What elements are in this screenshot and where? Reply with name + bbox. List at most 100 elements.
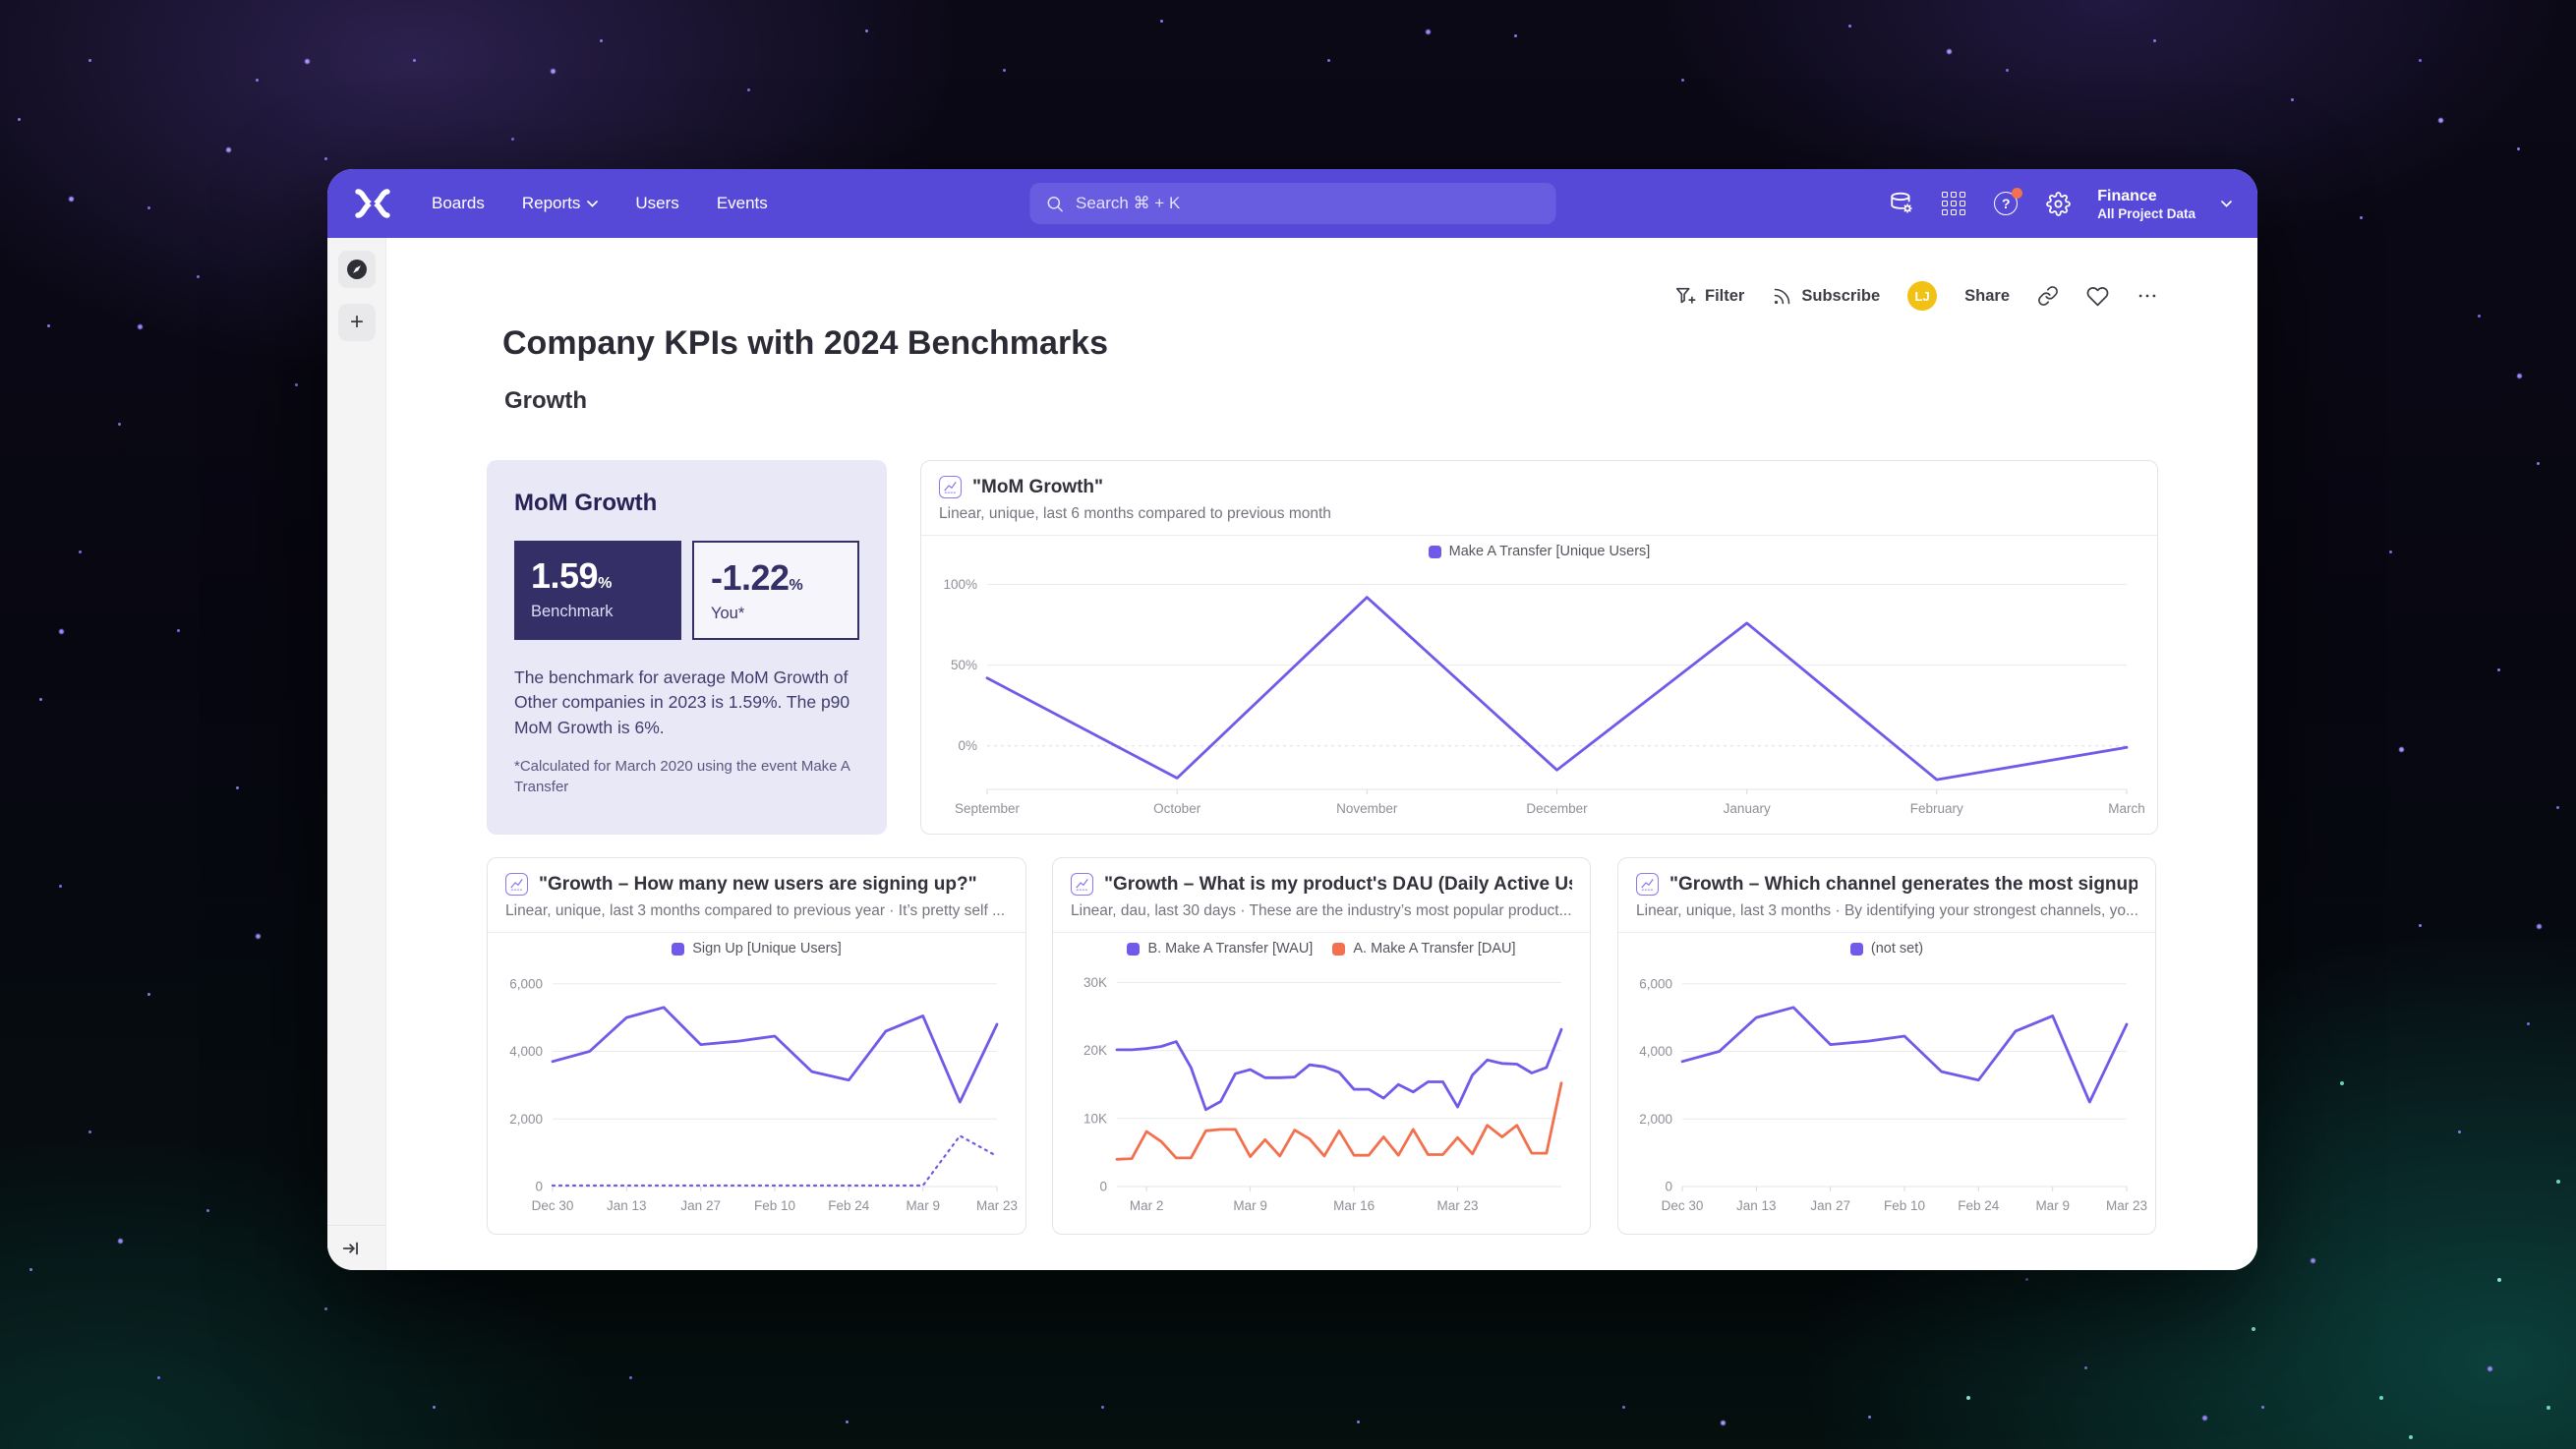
line-chart[interactable]: 30K 20K 10K 0 Mar 2 Mar 9 Mar 16 Mar 23 — [1064, 956, 1579, 1220]
project-scope: All Project Data — [2097, 205, 2195, 221]
svg-text:4,000: 4,000 — [509, 1044, 543, 1059]
subscribe-button[interactable]: Subscribe — [1772, 286, 1880, 307]
starfield-purple — [0, 0, 3, 3]
svg-text:0: 0 — [1099, 1180, 1107, 1194]
legend-item[interactable]: Make A Transfer [Unique Users] — [1428, 544, 1650, 559]
svg-text:0: 0 — [1665, 1180, 1672, 1194]
chart-header: "Growth – What is my product's DAU (Dail… — [1053, 858, 1590, 933]
svg-text:Dec 30: Dec 30 — [1662, 1198, 1704, 1213]
chart-legend: Sign Up [Unique Users] — [488, 933, 1025, 956]
svg-text:Jan 27: Jan 27 — [1810, 1198, 1850, 1213]
chart-title[interactable]: "Growth – How many new users are signing… — [539, 873, 977, 895]
nav-item-reports[interactable]: Reports — [522, 194, 599, 213]
svg-text:Mar 23: Mar 23 — [975, 1198, 1017, 1213]
chart-title[interactable]: "Growth – Which channel generates the mo… — [1669, 873, 2137, 895]
svg-text:Mar 9: Mar 9 — [906, 1198, 940, 1213]
legend-item[interactable]: B. Make A Transfer [WAU] — [1127, 941, 1313, 956]
you-value-box: -1.22% You* — [691, 541, 859, 640]
chart-header: "Growth – Which channel generates the mo… — [1618, 858, 2155, 933]
svg-text:December: December — [1526, 801, 1588, 816]
chart-card-new-users: "Growth – How many new users are signing… — [487, 857, 1026, 1235]
chart-legend: Make A Transfer [Unique Users] — [921, 536, 2157, 559]
benchmark-value: 1.59 — [531, 555, 599, 596]
svg-text:Mar 23: Mar 23 — [1436, 1198, 1478, 1213]
you-label: You* — [710, 605, 745, 622]
board-toolbar: Filter Subscribe LJ Share — [1674, 281, 2158, 311]
search-placeholder: Search ⌘ + K — [1076, 194, 1181, 212]
starfield-bright — [0, 0, 5, 5]
legend-item[interactable]: (not set) — [1849, 941, 1923, 956]
line-chart[interactable]: 100% 50% 0% September October November Decembe… — [934, 559, 2144, 823]
more-options-button[interactable] — [2137, 285, 2158, 307]
rss-icon — [1775, 288, 1790, 304]
navbar-right: ? Finance All Project Data — [1889, 187, 2232, 221]
chart-title[interactable]: "MoM Growth" — [972, 476, 1104, 497]
compass-icon — [347, 260, 367, 279]
nav-item-boards[interactable]: Boards — [432, 194, 485, 212]
legend-item[interactable]: Sign Up [Unique Users] — [672, 941, 842, 956]
plus-icon: + — [349, 309, 364, 335]
notification-badge — [2012, 188, 2023, 199]
filter-funnel-icon — [1675, 287, 1696, 304]
filter-button[interactable]: Filter — [1674, 285, 1744, 307]
search-input[interactable]: Search ⌘ + K — [1029, 183, 1555, 224]
chart-card-channels: "Growth – Which channel generates the mo… — [1617, 857, 2156, 1235]
favorite-button[interactable] — [2086, 285, 2109, 308]
legend-item[interactable]: A. Make A Transfer [DAU] — [1332, 941, 1516, 956]
nav-item-events[interactable]: Events — [716, 194, 768, 212]
benchmark-card-title: MoM Growth — [514, 490, 658, 516]
you-value: -1.22 — [710, 557, 790, 598]
chart-legend: B. Make A Transfer [WAU] A. Make A Trans… — [1053, 933, 1590, 956]
starfield-teal — [0, 0, 4, 4]
svg-text:6,000: 6,000 — [1639, 976, 1672, 991]
svg-text:Feb 10: Feb 10 — [1884, 1198, 1925, 1213]
project-selector[interactable]: Finance All Project Data — [2097, 187, 2232, 221]
svg-text:2,000: 2,000 — [509, 1112, 543, 1127]
svg-text:Feb 10: Feb 10 — [753, 1198, 794, 1213]
benchmark-footnote: *Calculated for March 2020 using the eve… — [514, 758, 850, 796]
svg-text:50%: 50% — [951, 658, 977, 672]
settings-gear-icon[interactable] — [2045, 191, 2071, 216]
copy-link-button[interactable] — [2037, 285, 2059, 307]
svg-text:2,000: 2,000 — [1639, 1112, 1672, 1127]
create-new-button[interactable]: + — [338, 304, 376, 341]
expand-sidebar-button[interactable] — [341, 1238, 363, 1259]
benchmark-card: MoM Growth 1.59% Benchmark -1.22% You* T… — [487, 460, 887, 835]
chart-subtitle: Linear, unique, last 3 months compared t… — [505, 902, 1006, 919]
data-management-icon[interactable] — [1889, 191, 1914, 216]
top-navbar: Boards Reports Users Events Search ⌘ + K — [327, 169, 2257, 238]
line-chart[interactable]: 6,000 4,000 2,000 0 Dec 30 Jan 13 Jan 27 Feb 10… — [1629, 956, 2147, 1220]
svg-text:20K: 20K — [1083, 1043, 1107, 1058]
line-chart[interactable]: 6,000 4,000 2,000 0 Dec 30 Jan 13 Jan 27 Feb 10… — [499, 956, 1018, 1220]
report-chart-icon — [505, 873, 528, 896]
app-window: Boards Reports Users Events Search ⌘ + K — [327, 169, 2257, 1270]
svg-text:10K: 10K — [1083, 1111, 1107, 1126]
chart-header: "MoM Growth" Linear, unique, last 6 mont… — [921, 461, 2157, 536]
svg-text:0%: 0% — [958, 738, 977, 753]
svg-text:Jan 13: Jan 13 — [607, 1198, 647, 1213]
svg-text:Jan 27: Jan 27 — [680, 1198, 721, 1213]
apps-grid-icon[interactable] — [1941, 191, 1966, 216]
explore-compass-button[interactable] — [338, 251, 376, 288]
svg-text:November: November — [1336, 801, 1398, 816]
svg-text:February: February — [1910, 801, 1963, 816]
help-icon[interactable]: ? — [1993, 188, 2023, 216]
board-content: Filter Subscribe LJ Share — [386, 238, 2257, 1270]
mixpanel-logo-icon[interactable] — [353, 188, 392, 219]
heart-icon — [2086, 286, 2109, 306]
svg-text:Mar 16: Mar 16 — [1333, 1198, 1375, 1213]
report-chart-icon — [1636, 873, 1659, 896]
nav-item-users[interactable]: Users — [635, 194, 679, 212]
svg-text:October: October — [1153, 801, 1201, 816]
share-button[interactable]: Share — [1964, 286, 2010, 305]
svg-text:6,000: 6,000 — [509, 976, 543, 991]
svg-text:Mar 2: Mar 2 — [1130, 1198, 1164, 1213]
chart-subtitle: Linear, unique, last 3 months · By ident… — [1636, 902, 2137, 919]
chart-subtitle: Linear, unique, last 6 months compared t… — [939, 505, 1331, 522]
arrow-to-bar-icon — [342, 1242, 358, 1254]
svg-text:Mar 9: Mar 9 — [1233, 1198, 1267, 1213]
svg-text:Mar 9: Mar 9 — [2035, 1198, 2070, 1213]
user-avatar[interactable]: LJ — [1907, 281, 1938, 311]
chart-title[interactable]: "Growth – What is my product's DAU (Dail… — [1104, 873, 1572, 895]
report-chart-icon — [1071, 873, 1093, 896]
